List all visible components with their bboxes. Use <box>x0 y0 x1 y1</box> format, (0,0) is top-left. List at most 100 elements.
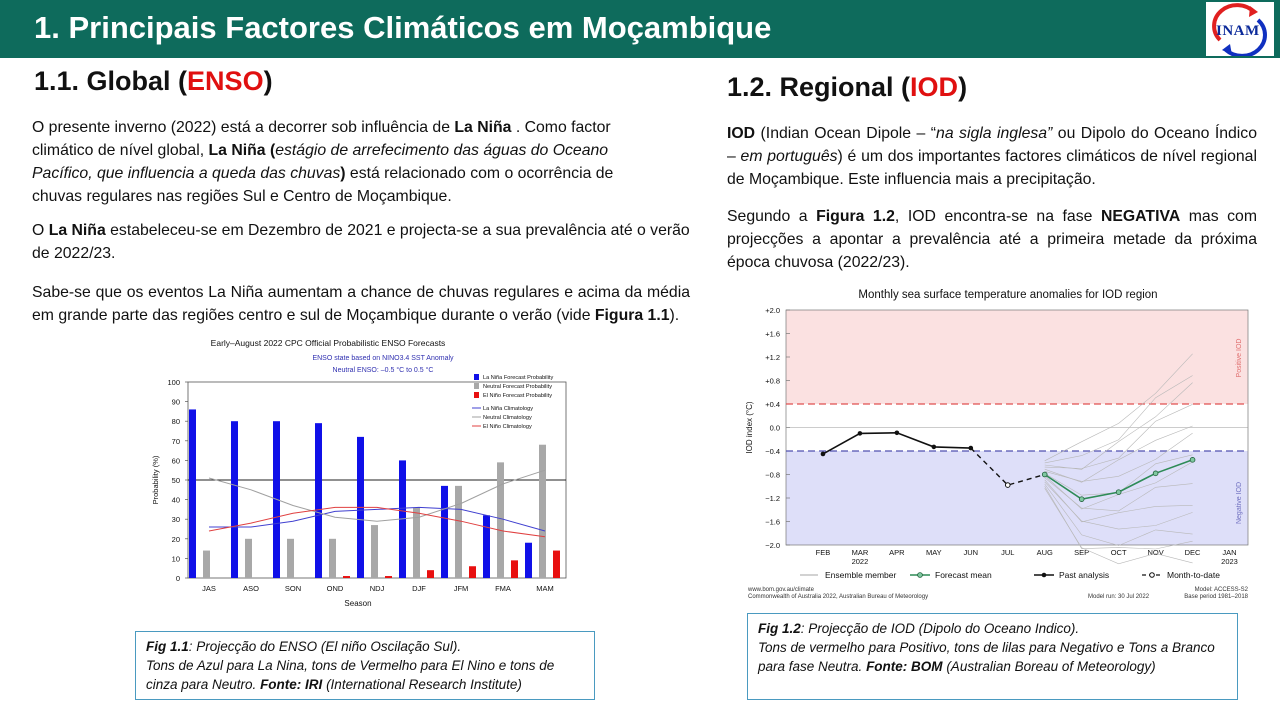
y-tick-label: −0.8 <box>765 471 780 480</box>
x-tick-sublabel: 2022 <box>852 557 869 566</box>
slide-title: 1. Principais Factores Climáticos em Moç… <box>34 10 772 45</box>
text: Segundo a <box>727 208 817 225</box>
y-tick-label: 10 <box>172 554 180 563</box>
legend-label: La Niña Forecast Probability <box>483 375 553 381</box>
bar-neutral <box>329 538 336 578</box>
legend-label: Month-to-date <box>1167 570 1220 580</box>
text: Sabe-se que os eventos La Niña aumentam … <box>32 284 690 324</box>
section-heading-global: 1.1. Global (ENSO) <box>34 66 273 97</box>
past-analysis-point <box>820 451 826 457</box>
negative-iod-label: Negative IOD <box>1236 482 1243 524</box>
bold-text: NEGATIVA <box>1100 208 1181 225</box>
x-tick-label: MAR <box>852 548 869 557</box>
x-tick-label: DEC <box>1185 548 1201 557</box>
text: ou Dipolo do Oceano Índico – <box>727 125 1257 165</box>
caption-text: : Projecção do ENSO (El niño Oscilação S… <box>188 639 462 654</box>
bar-el <box>553 550 560 578</box>
climatology-line <box>208 506 546 538</box>
y-tick-label: 20 <box>172 535 180 544</box>
bar-el <box>343 576 350 578</box>
bar-el <box>511 560 518 578</box>
y-tick-label: 80 <box>172 417 180 426</box>
y-tick-label: +1.2 <box>765 353 780 362</box>
text: ) é um dos importantes factores climátic… <box>727 148 1257 188</box>
bar-neutral <box>203 550 210 578</box>
text: estabeleceu-se em Dezembro de 2021 e pro… <box>32 222 690 262</box>
y-tick-label: +2.0 <box>765 306 780 315</box>
heading-close: ) <box>958 72 968 102</box>
x-tick-label: NDJ <box>370 584 385 593</box>
x-tick-label: JFM <box>454 584 469 593</box>
bar-el <box>427 570 434 578</box>
bar-la <box>231 421 238 578</box>
text: ). <box>669 307 680 324</box>
positive-iod-label: Positive IOD <box>1236 339 1243 378</box>
enso-paragraph-1: O presente inverno (2022) está a decorre… <box>32 116 656 208</box>
bar-la <box>315 423 322 578</box>
forecast-mean-point <box>1152 470 1159 477</box>
legend-label: El Niño Climatology <box>483 424 532 430</box>
bold-text: Figura 1.1 <box>594 307 670 324</box>
negative-region <box>786 451 1248 545</box>
iod-anomaly-chart: Monthly sea surface temperature anomalie… <box>745 289 1249 600</box>
legend-label: Forecast mean <box>935 570 992 580</box>
bar-neutral <box>497 462 504 578</box>
caption-label: Fig 1.2 <box>758 621 801 636</box>
ensemble-member-line <box>1044 382 1193 470</box>
bar-neutral <box>245 538 252 578</box>
y-tick-label: 0 <box>176 574 180 583</box>
x-tick-label: OND <box>327 584 344 593</box>
iod-paragraph-2: Segundo a Figura 1.2, IOD encontra-se na… <box>727 205 1257 274</box>
heading-close: ) <box>263 66 273 96</box>
y-tick-label: 30 <box>172 515 180 524</box>
italic-text: estágio de arrefecimento das águas do Oc… <box>32 142 609 182</box>
x-tick-label: SON <box>285 584 301 593</box>
x-tick-label: OCT <box>1111 548 1127 557</box>
footer-base-period: Base period 1981–2018 <box>1184 594 1248 600</box>
logo-text: INAM <box>1216 23 1260 39</box>
bold-text: ) <box>340 165 346 182</box>
x-tick-label: ASO <box>243 584 259 593</box>
y-tick-label: −2.0 <box>765 541 780 550</box>
bar-la <box>525 542 532 578</box>
forecast-mean-point <box>1115 489 1122 495</box>
bold-text: La Niña <box>454 119 512 136</box>
y-axis-label: Probability (%) <box>151 455 160 504</box>
bar-neutral <box>539 444 546 578</box>
text: (Indian Ocean Dipole – “ <box>755 125 937 142</box>
caption-label: Fig 1.1 <box>146 639 189 654</box>
forecast-mean-point <box>1078 496 1085 502</box>
legend-label: Neutral Forecast Probability <box>483 384 552 390</box>
bar-neutral <box>455 485 462 578</box>
bold-text: La Niña ( <box>208 142 276 159</box>
bold-text: IOD <box>727 125 756 142</box>
chart-subtitle-2: Neutral ENSO: –0.5 °C to 0.5 °C <box>333 366 434 374</box>
climatology-line <box>208 469 546 522</box>
y-tick-label: 40 <box>172 496 180 505</box>
text: , IOD encontra-se na fase <box>894 208 1101 225</box>
bold-text: La Niña <box>48 222 106 239</box>
inam-logo: INAM <box>1206 2 1274 56</box>
ensemble-member-line <box>1044 479 1193 523</box>
italic-text: em português <box>740 148 838 165</box>
x-tick-label: APR <box>889 548 905 557</box>
x-tick-label: MAY <box>926 548 942 557</box>
bar-la <box>441 485 448 578</box>
section-heading-regional: 1.2. Regional (IOD) <box>727 72 967 103</box>
x-tick-label: DJF <box>412 584 426 593</box>
y-tick-label: −0.4 <box>765 447 780 456</box>
forecast-mean-point <box>1189 457 1196 463</box>
heading-text: 1.1. Global ( <box>34 66 188 96</box>
chart-title: Early–August 2022 CPC Official Probabili… <box>211 338 446 348</box>
caption-source-label: Fonte: BOM <box>866 659 943 674</box>
y-tick-label: −1.6 <box>765 518 780 527</box>
text: está relacionado com o ocorrência de chu… <box>32 165 614 205</box>
caption-text: Tons de vermelho para Positivo, tons de … <box>758 640 1215 674</box>
legend-label: El Niño Forecast Probability <box>483 393 552 399</box>
bar-la <box>189 409 196 578</box>
past-analysis-point <box>931 444 937 450</box>
x-tick-label: JUN <box>964 548 979 557</box>
bar-neutral <box>413 507 420 578</box>
bar-el <box>385 576 392 578</box>
x-axis-label: Season <box>344 599 371 608</box>
